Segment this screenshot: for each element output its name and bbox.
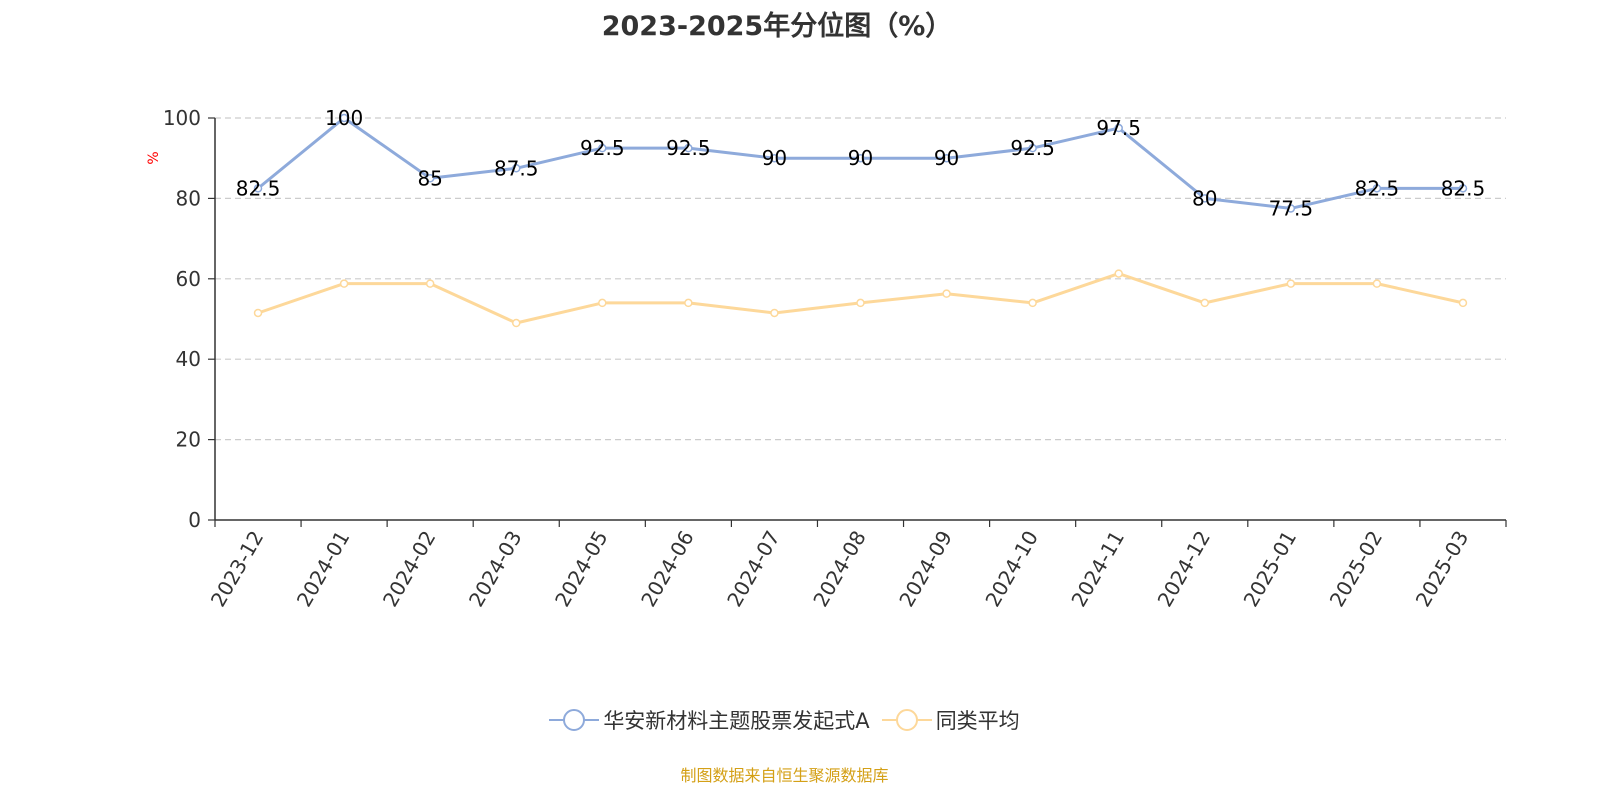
data-point (1372, 279, 1382, 288)
data-point (598, 298, 607, 308)
data-point (684, 298, 693, 308)
legend-marker-circle (563, 709, 586, 731)
legend-marker-circle (895, 709, 918, 731)
series-line-1 (257, 272, 1464, 325)
data-label: 82.5 (1355, 176, 1400, 200)
data-label: 92.5 (1010, 136, 1055, 160)
chart-title: 2023-2025年分位图（%） (601, 11, 953, 42)
data-point (425, 174, 435, 183)
y-tick-label: 80 (176, 186, 201, 210)
data-point (425, 279, 435, 288)
data-point (1028, 298, 1037, 308)
data-label: 90 (934, 146, 959, 170)
data-point (1200, 298, 1210, 308)
data-point (1028, 143, 1037, 153)
data-point (942, 289, 951, 298)
legend-item[interactable]: 同类平均 (881, 705, 1020, 735)
x-tick-label: 2024-01 (292, 527, 355, 611)
data-point (1286, 279, 1296, 288)
data-point (598, 143, 607, 153)
data-point (1372, 184, 1382, 193)
x-tick-label: 2024-02 (378, 527, 441, 611)
legend-item[interactable]: 华安新材料主题股票发起式A (549, 705, 870, 735)
data-point (1114, 123, 1123, 133)
x-tick-label: 2024-08 (808, 527, 871, 611)
data-point (1200, 194, 1210, 203)
x-tick-label: 2024-05 (550, 527, 613, 611)
data-label: 100 (325, 106, 363, 130)
data-point (511, 318, 521, 328)
legend-marker-icon (549, 709, 600, 731)
data-point (856, 153, 865, 163)
y-tick-label: 0 (188, 508, 201, 532)
y-tick-label: 60 (176, 267, 201, 291)
x-tick-label: 2023-12 (206, 527, 269, 611)
data-point (1458, 184, 1468, 193)
data-label: 80 (1192, 186, 1217, 210)
data-point (1114, 269, 1123, 278)
data-point (770, 153, 779, 163)
y-tick-label: 40 (176, 347, 201, 371)
legend-label: 同类平均 (935, 709, 1020, 733)
data-label: 97.5 (1096, 116, 1141, 140)
data-point (1458, 298, 1468, 308)
data-label: 92.5 (580, 136, 625, 160)
x-tick-label: 2024-03 (464, 527, 527, 611)
source-note: 制图数据来自恒生聚源数据库 (680, 766, 889, 785)
data-point (253, 308, 263, 318)
y-tick-label: 100 (163, 106, 201, 130)
x-tick-label: 2024-07 (722, 527, 785, 611)
data-label: 87.5 (494, 156, 539, 180)
y-tick-label: 20 (176, 428, 201, 452)
x-tick-label: 2024-09 (894, 527, 957, 611)
data-point (856, 298, 865, 308)
y-axis-label: % (146, 151, 162, 164)
data-point (684, 143, 693, 153)
data-point (770, 308, 779, 318)
data-label: 90 (762, 146, 787, 170)
legend-marker-icon (881, 709, 932, 731)
x-tick-label: 2024-06 (636, 527, 699, 611)
x-tick-label: 2025-02 (1325, 527, 1388, 611)
data-label: 90 (848, 146, 873, 170)
data-point (942, 153, 951, 163)
data-label: 85 (417, 166, 442, 190)
data-point (511, 164, 521, 173)
data-point (339, 113, 349, 123)
x-tick-label: 2024-12 (1153, 527, 1216, 611)
x-tick-label: 2025-01 (1239, 527, 1302, 611)
x-tick-label: 2024-11 (1066, 527, 1129, 611)
x-tick-label: 2024-10 (980, 527, 1043, 611)
data-label: 92.5 (666, 136, 711, 160)
legend: 华安新材料主题股票发起式A 同类平均 (0, 705, 1569, 735)
data-label: 82.5 (1441, 176, 1486, 200)
data-label: 77.5 (1269, 196, 1314, 220)
data-point (339, 279, 349, 288)
x-tick-label: 2025-03 (1411, 527, 1474, 611)
data-point (1286, 204, 1296, 213)
legend-label: 华安新材料主题股票发起式A (603, 709, 870, 733)
data-label: 82.5 (236, 176, 281, 200)
data-point (253, 184, 263, 193)
